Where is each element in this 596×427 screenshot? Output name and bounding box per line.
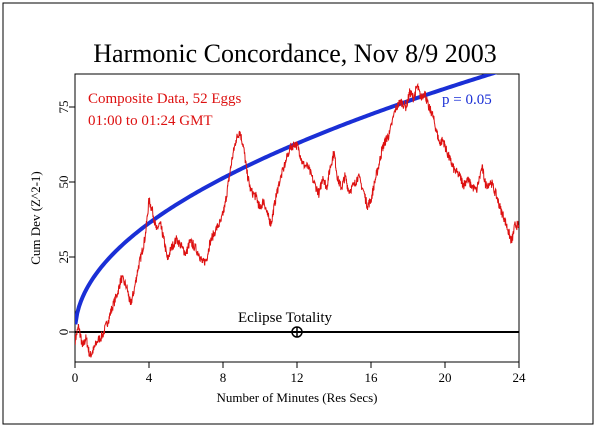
x-tick-label: 8 [220, 370, 227, 385]
probability-label: p = 0.05 [442, 92, 492, 108]
eclipse-marker [291, 326, 303, 338]
eclipse-label: Eclipse Totality [238, 310, 333, 326]
x-tick-label: 12 [291, 370, 304, 385]
chart-title: Harmonic Concordance, Nov 8/9 2003 [93, 39, 497, 68]
x-tick-label: 20 [439, 370, 452, 385]
y-axis-ticks: 0 25 50 75 [56, 101, 75, 336]
x-tick-label: 0 [72, 370, 79, 385]
x-axis-ticks: 0 4 8 12 16 20 24 [72, 362, 526, 385]
x-axis-label: Number of Minutes (Res Secs) [216, 390, 377, 405]
y-tick-label: 50 [56, 176, 71, 189]
data-description-line1: Composite Data, 52 Eggs [88, 91, 241, 107]
y-axis-label: Cum Dev (Z^2-1) [28, 171, 43, 264]
x-tick-label: 16 [365, 370, 379, 385]
data-description-line2: 01:00 to 01:24 GMT [88, 113, 213, 129]
x-tick-label: 4 [146, 370, 153, 385]
data-series-line [75, 82, 519, 358]
y-tick-label: 0 [56, 329, 71, 336]
x-tick-label: 24 [513, 370, 527, 385]
y-tick-label: 75 [56, 101, 71, 114]
y-tick-label: 25 [56, 251, 71, 264]
